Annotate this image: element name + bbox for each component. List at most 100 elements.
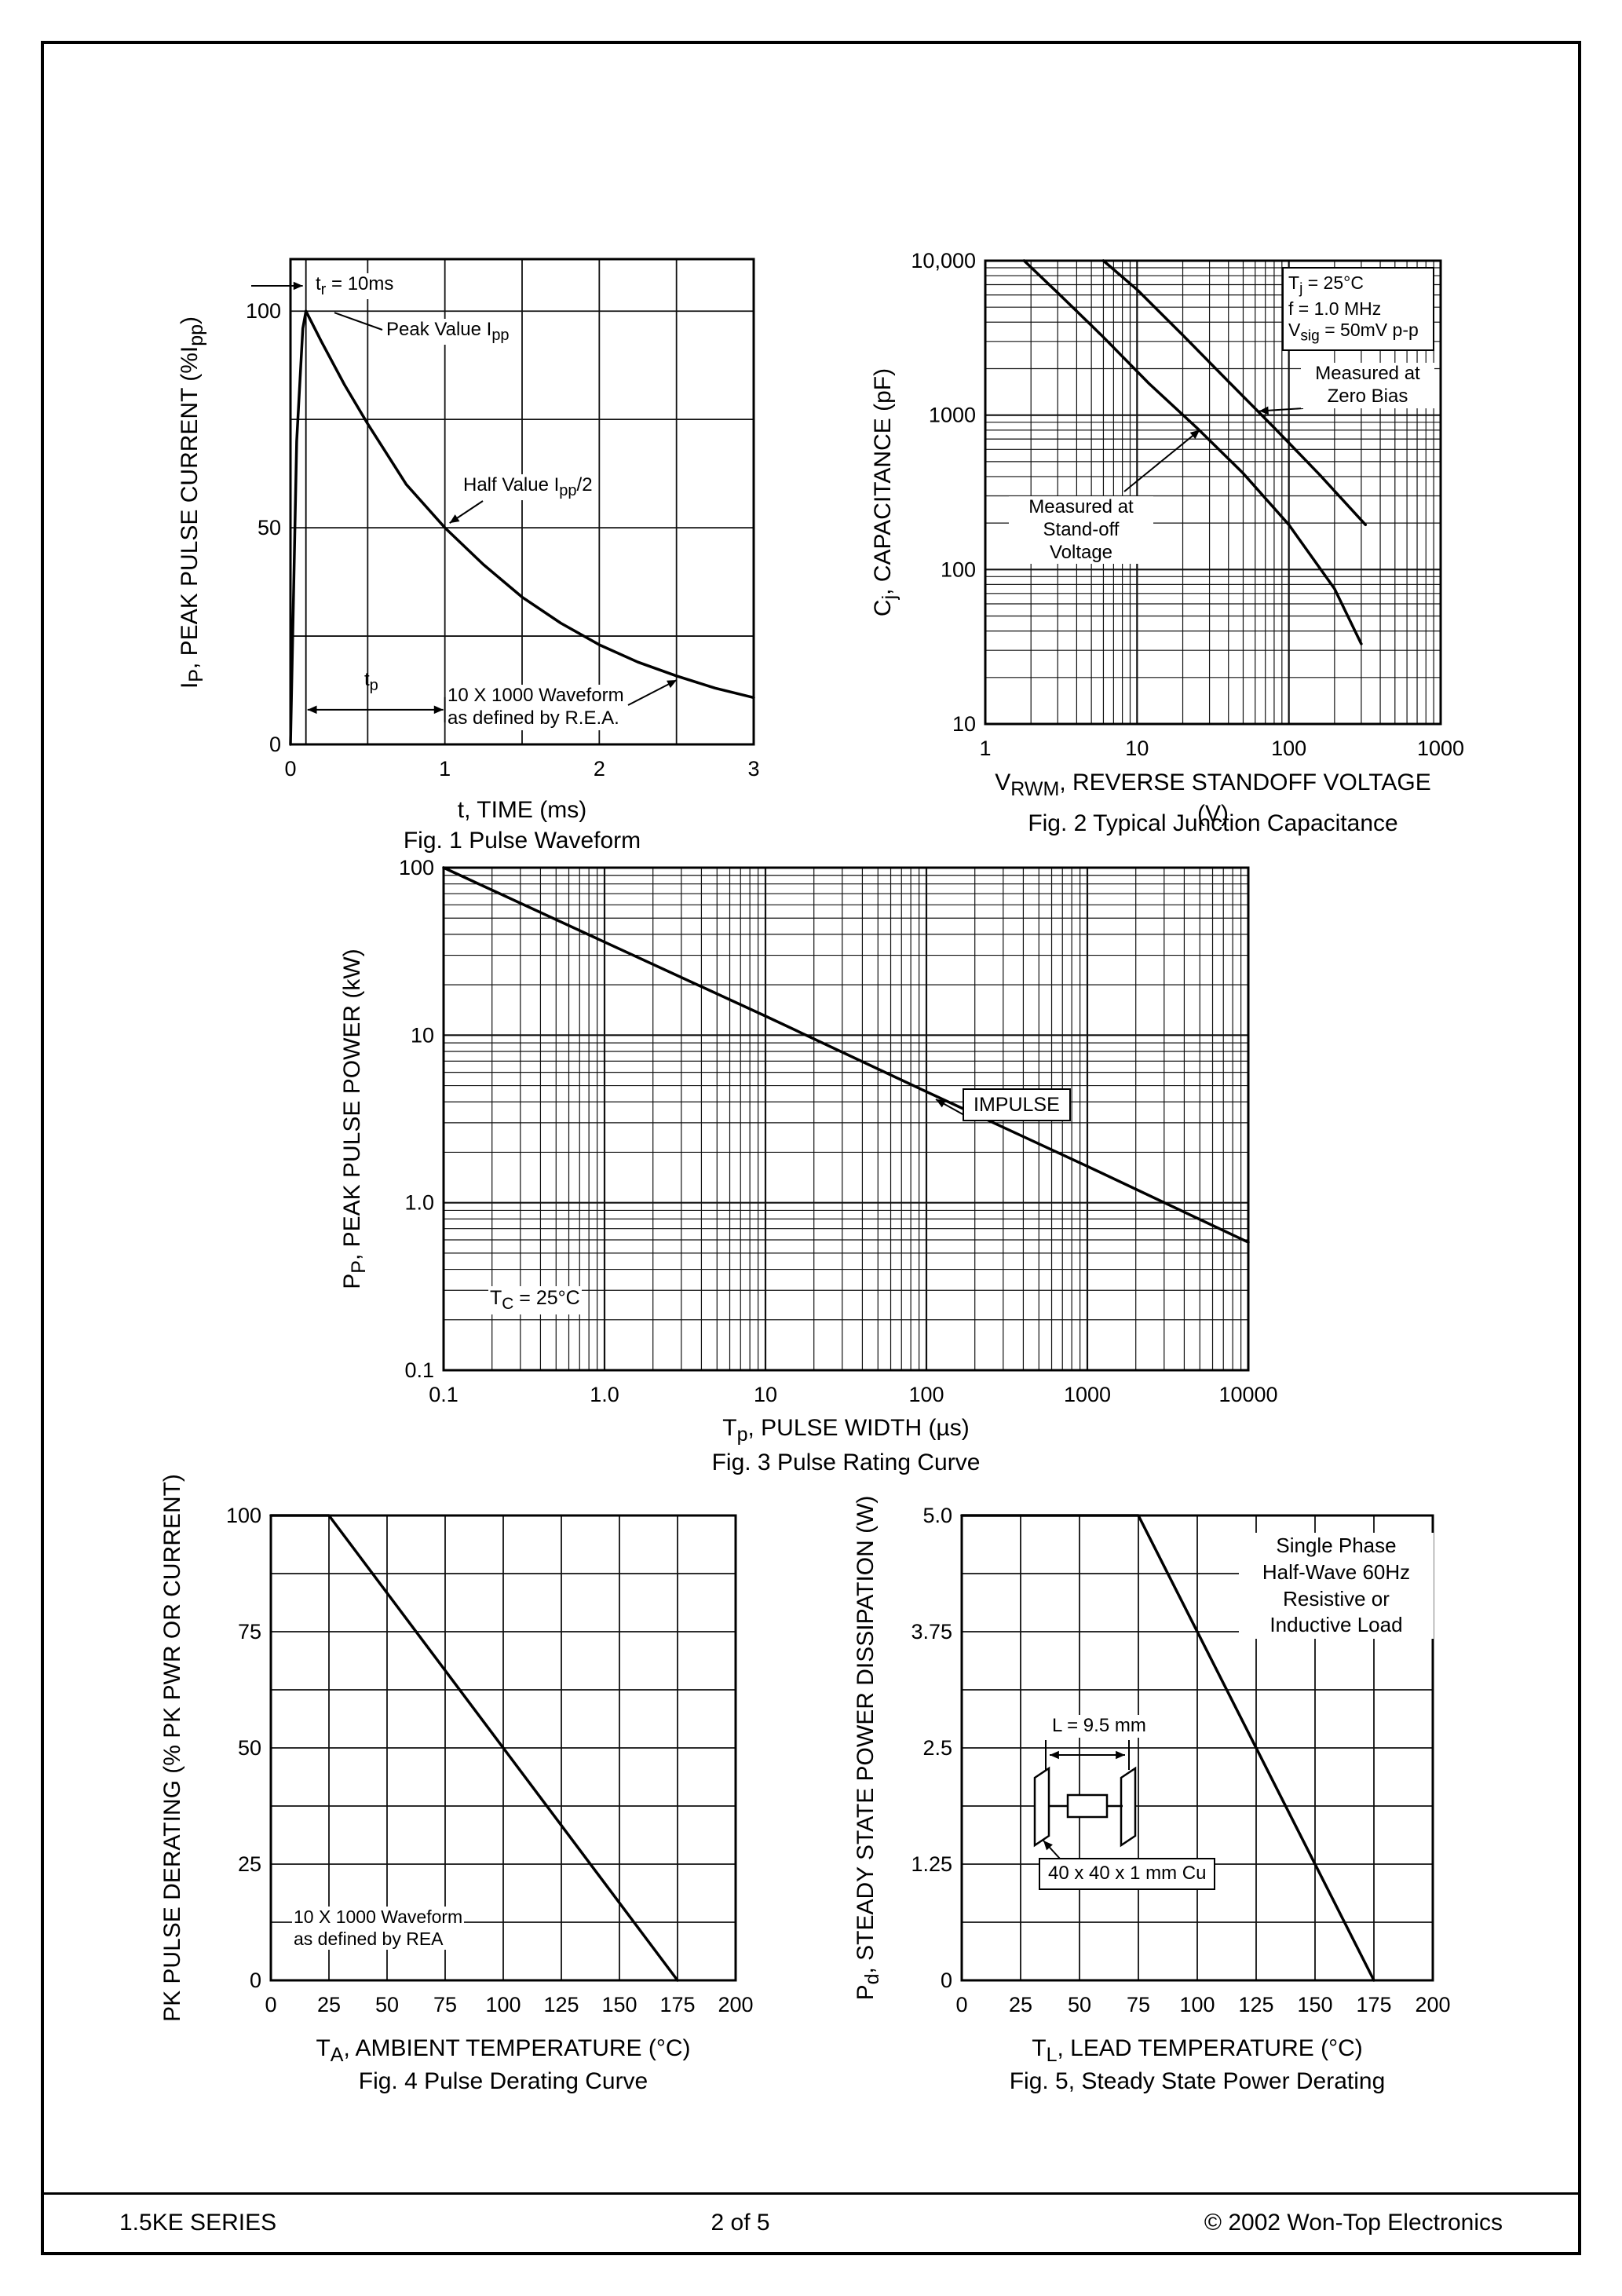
fig1-caption: Fig. 1 Pulse Waveform: [403, 828, 641, 854]
fig5-y-axis-label: Pd, STEADY STATE POWER DISSIPATION (W): [853, 1495, 883, 2001]
svg-text:100: 100: [1271, 737, 1306, 760]
svg-text:0.1: 0.1: [429, 1383, 458, 1406]
svg-text:0: 0: [250, 1969, 261, 1992]
fig1-y-axis-label: IP, PEAK PULSE CURRENT (%Ipp): [177, 316, 207, 689]
footer-copyright: © 2002 Won-Top Electronics: [1204, 2210, 1503, 2236]
svg-text:100: 100: [941, 558, 976, 581]
fig1-x-axis-label: t, TIME (ms): [457, 797, 587, 823]
fig4-y-axis-label: PK PULSE DERATING (% PK PWR OR CURRENT): [159, 1474, 185, 2022]
page-footer: 1.5KE SERIES 2 of 5 © 2002 Won-Top Elect…: [41, 2210, 1581, 2236]
svg-text:100: 100: [246, 299, 281, 323]
svg-text:5.0: 5.0: [922, 1504, 952, 1527]
svg-text:25: 25: [317, 1993, 341, 2016]
svg-text:150: 150: [601, 1993, 637, 2016]
svg-text:125: 125: [543, 1993, 579, 2016]
svg-text:100: 100: [399, 856, 434, 879]
fig5-caption: Fig. 5, Steady State Power Derating: [1009, 2068, 1386, 2094]
svg-text:0: 0: [265, 1993, 276, 2016]
svg-text:1000: 1000: [1064, 1383, 1111, 1406]
fig3-x-axis-label: Tp, PULSE WIDTH (µs): [722, 1415, 970, 1446]
fig2-y-axis-label: Cj, CAPACITANCE (pF): [870, 367, 901, 617]
fig1-annotation-waveform-note: 10 X 1000 Waveform as defined by R.E.A.: [446, 685, 626, 730]
svg-text:10000: 10000: [1218, 1383, 1277, 1406]
fig5-x-axis-label: TL, LEAD TEMPERATURE (°C): [1032, 2035, 1363, 2066]
fig3-plot-canvas: 0.1 1.0 10 100 1000 10000 0.1 1.0 10 100: [399, 856, 1278, 1406]
fig2-annotation-zero-bias: Measured at Zero Bias: [1301, 363, 1434, 408]
fig3-caption: Fig. 3 Pulse Rating Curve: [711, 1450, 981, 1475]
svg-text:0: 0: [269, 733, 281, 756]
svg-text:2: 2: [594, 757, 605, 781]
svg-text:3: 3: [747, 757, 759, 781]
svg-text:0: 0: [941, 1969, 952, 1992]
svg-text:1000: 1000: [1417, 737, 1464, 760]
svg-text:100: 100: [1179, 1993, 1215, 2016]
fig5-annotation-copper-pad: 40 x 40 x 1 mm Cu: [1039, 1858, 1216, 1890]
svg-text:25: 25: [238, 1852, 261, 1876]
svg-text:200: 200: [718, 1993, 753, 2016]
fig4-caption: Fig. 4 Pulse Derating Curve: [358, 2068, 648, 2094]
fig5-steady-state-power-derating-chart: 0 25 50 75 100 125 150 175 200 0 1.25 2.5 3.75 5.0 Pd…: [816, 1476, 1586, 2104]
fig2-caption: Fig. 2 Typical Junction Capacitance: [1028, 810, 1398, 836]
svg-text:50: 50: [1068, 1993, 1091, 2016]
fig3-y-axis-label: PP, PEAK PULSE POWER (kW): [339, 949, 370, 1289]
fig1-annotation-peak-value: Peak Value Ipp: [385, 319, 511, 345]
fig1-pulse-waveform-chart: 0 1 2 3 0 50 100 IP, PEAK PULSE CURRENT (%Ipp)…: [126, 220, 871, 854]
svg-text:2.5: 2.5: [922, 1736, 952, 1760]
svg-text:75: 75: [1127, 1993, 1150, 2016]
svg-text:1.0: 1.0: [404, 1191, 434, 1215]
footer-divider: [42, 2192, 1580, 2195]
svg-text:10,000: 10,000: [911, 249, 976, 272]
fig4-pulse-derating-chart: 0 25 50 75 100 125 150 175 200 0 25 50 75 100 PK PULS…: [110, 1474, 816, 2104]
fig2-test-conditions-box: Tj = 25°C f = 1.0 MHz Vsig = 50mV p-p: [1282, 267, 1434, 351]
svg-text:1: 1: [979, 737, 991, 760]
fig2-condition-frequency: f = 1.0 MHz: [1288, 298, 1382, 319]
svg-text:50: 50: [238, 1736, 261, 1760]
svg-text:1.25: 1.25: [911, 1852, 952, 1876]
svg-text:0: 0: [955, 1993, 967, 2016]
footer-series-name: 1.5KE SERIES: [119, 2210, 277, 2236]
svg-text:10: 10: [952, 712, 976, 736]
fig1-annotation-half-value: Half Value Ipp/2: [462, 474, 594, 500]
fig3-pulse-rating-chart: 0.1 1.0 10 100 1000 10000 0.1 1.0 10 100 PP, PEAK…: [314, 832, 1335, 1475]
svg-text:200: 200: [1415, 1993, 1450, 2016]
svg-text:100: 100: [908, 1383, 944, 1406]
fig5-annotation-load-conditions: Single Phase Half-Wave 60Hz Resistive or In…: [1239, 1533, 1434, 1640]
svg-text:25: 25: [1009, 1993, 1032, 2016]
svg-text:75: 75: [433, 1993, 457, 2016]
svg-text:50: 50: [258, 516, 281, 539]
svg-text:3.75: 3.75: [911, 1620, 952, 1643]
svg-text:1: 1: [439, 757, 451, 781]
fig1-annotation-rise-time: tr = 10ms: [314, 273, 396, 299]
fig3-annotation-impulse: IMPULSE: [963, 1088, 1071, 1121]
fig2-x-axis-label: VRWM, REVERSE STANDOFF VOLTAGE (V): [995, 770, 1431, 827]
document-frame: [41, 41, 1581, 2255]
svg-text:0.1: 0.1: [404, 1358, 434, 1382]
svg-text:10: 10: [1125, 737, 1149, 760]
footer-page-number: 2 of 5: [711, 2210, 770, 2236]
svg-text:175: 175: [659, 1993, 695, 2016]
svg-text:100: 100: [226, 1504, 261, 1527]
fig2-junction-capacitance-chart: 1 10 100 1000 10 100 1000 10,000 Cj, CAPACITANC…: [848, 220, 1586, 848]
svg-text:1000: 1000: [929, 404, 976, 427]
svg-text:50: 50: [375, 1993, 399, 2016]
svg-text:125: 125: [1238, 1993, 1273, 2016]
fig2-condition-vsig: Vsig = 50mV p-p: [1288, 320, 1419, 345]
svg-text:75: 75: [238, 1620, 261, 1643]
fig3-annotation-case-temperature: TC = 25°C: [488, 1286, 582, 1314]
svg-text:150: 150: [1297, 1993, 1332, 2016]
svg-text:0: 0: [284, 757, 296, 781]
fig5-plot-canvas: 0 25 50 75 100 125 150 175 200 0 1.25 2.5 3.75 5.0: [911, 1504, 1450, 2016]
svg-text:10: 10: [754, 1383, 777, 1406]
svg-text:1.0: 1.0: [590, 1383, 619, 1406]
fig1-plot-canvas: 0 1 2 3 0 50 100: [246, 258, 760, 781]
fig1-annotation-pulse-width: tp: [364, 669, 378, 694]
fig4-plot-canvas: 0 25 50 75 100 125 150 175 200 0 25 50 75 100: [226, 1504, 754, 2016]
svg-text:175: 175: [1356, 1993, 1391, 2016]
svg-text:10: 10: [411, 1023, 434, 1047]
fig4-x-axis-label: TA, AMBIENT TEMPERATURE (°C): [316, 2035, 691, 2066]
fig5-annotation-lead-length: L = 9.5 mm: [1050, 1715, 1148, 1738]
fig2-annotation-standoff-voltage: Measured at Stand-off Voltage: [1009, 496, 1153, 565]
fig4-annotation-waveform-note: 10 X 1000 Waveform as defined by REA: [292, 1907, 465, 1951]
